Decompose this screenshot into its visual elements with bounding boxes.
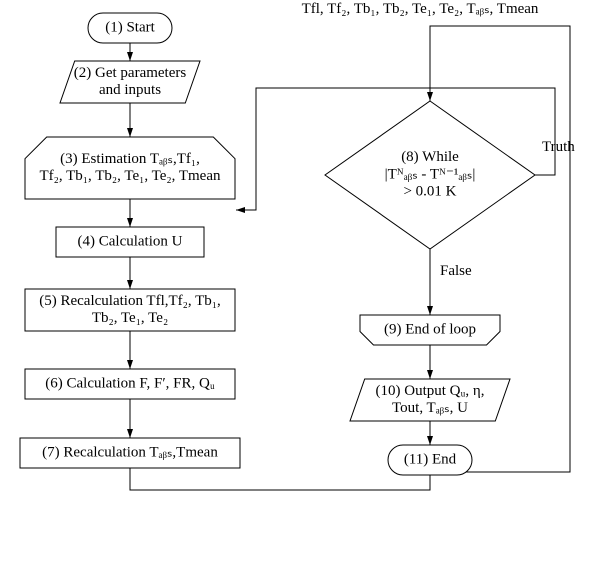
edge-label: Tfl, Tf₂, Tb₁, Tb₂, Te₁, Te₂, Tₐᵦₛ, Tmea… <box>302 1 539 17</box>
node-label: > 0.01 K <box>403 184 456 200</box>
edge-label: False <box>440 263 472 279</box>
node-label: (6) Calculation F, F′, FR, Qᵤ <box>45 375 215 391</box>
node-n5: (5) Recalculation Tfl,Tf₂, Tb₁,Tb₂, Te₁,… <box>25 289 235 331</box>
node-label: Tout, Tₐᵦₛ, U <box>392 400 468 416</box>
node-label: (7) Recalculation Tₐᵦₛ,Tmean <box>42 444 218 460</box>
node-label: (10) Output Qᵤ, η, <box>376 383 485 399</box>
node-label: (2) Get parameters <box>74 65 187 81</box>
node-n6: (6) Calculation F, F′, FR, Qᵤ <box>25 369 235 399</box>
node-label: (8) While <box>401 149 459 165</box>
node-label: |Tᴺₐᵦₛ - Tᴺ⁻¹ₐᵦₛ| <box>385 166 476 182</box>
node-label: Tb₂, Te₁, Te₂ <box>92 310 168 326</box>
node-label: (5) Recalculation Tfl,Tf₂, Tb₁, <box>39 293 221 309</box>
node-n1: (1) Start <box>88 13 172 43</box>
node-label: (3) Estimation Tₐᵦₛ,Tf₁, <box>60 151 200 167</box>
node-n9: (9) End of loop <box>360 315 500 345</box>
node-n2: (2) Get parametersand inputs <box>60 61 200 103</box>
node-n11: (11) End <box>388 445 472 475</box>
node-label: (11) End <box>404 451 457 467</box>
edge-label: Truth <box>542 139 575 155</box>
node-label: (9) End of loop <box>384 321 476 337</box>
node-label: and inputs <box>99 82 161 98</box>
node-n4: (4) Calculation U <box>56 227 204 257</box>
node-n7: (7) Recalculation Tₐᵦₛ,Tmean <box>20 438 240 468</box>
node-n3: (3) Estimation Tₐᵦₛ,Tf₁,Tf₂, Tb₁, Tb₂, T… <box>25 137 235 199</box>
node-label: (4) Calculation U <box>78 233 183 249</box>
node-label: (1) Start <box>105 19 155 35</box>
node-n8: (8) While|Tᴺₐᵦₛ - Tᴺ⁻¹ₐᵦₛ| > 0.01 K <box>325 101 535 249</box>
node-n10: (10) Output Qᵤ, η,Tout, Tₐᵦₛ, U <box>350 379 510 421</box>
node-label: Tf₂, Tb₁, Tb₂, Te₁, Te₂, Tmean <box>40 168 221 184</box>
